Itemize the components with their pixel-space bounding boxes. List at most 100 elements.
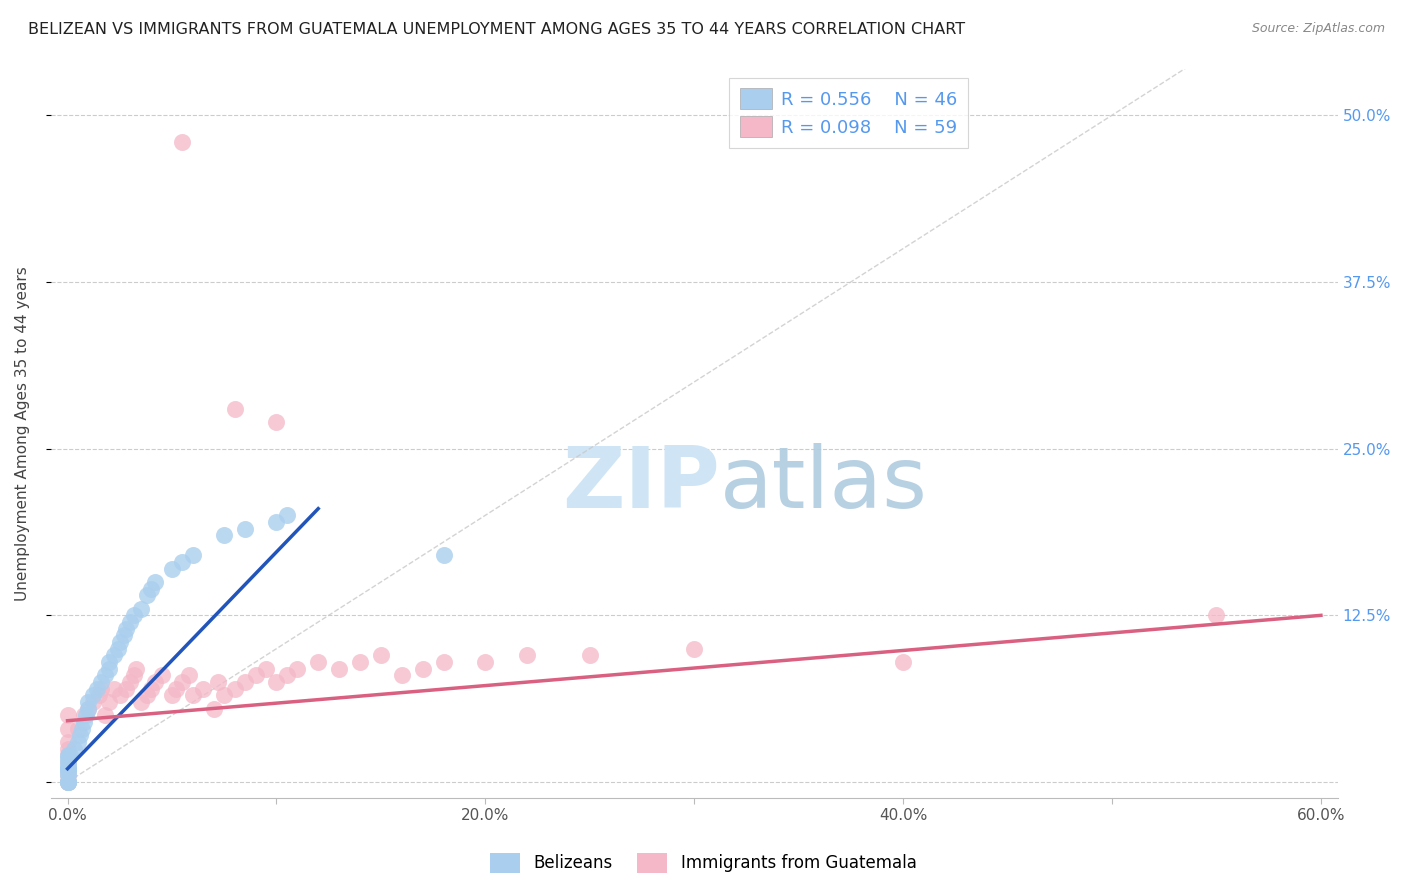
Point — [150, 668, 173, 682]
Point — [165, 681, 187, 696]
Point — [103, 681, 125, 696]
Point — [516, 648, 538, 663]
Point — [207, 675, 229, 690]
Point — [124, 608, 146, 623]
Point — [90, 675, 112, 690]
Point — [115, 681, 138, 696]
Point — [432, 549, 454, 563]
Point — [82, 695, 104, 709]
Point — [56, 768, 79, 782]
Text: BELIZEAN VS IMMIGRANTS FROM GUATEMALA UNEMPLOYMENT AMONG AGES 35 TO 44 YEARS COR: BELIZEAN VS IMMIGRANTS FROM GUATEMALA UN… — [28, 22, 966, 37]
Point — [202, 702, 225, 716]
Point — [98, 695, 121, 709]
Point — [172, 555, 194, 569]
Point — [86, 681, 108, 696]
Point — [112, 628, 135, 642]
Text: atlas: atlas — [720, 442, 928, 526]
Point — [73, 714, 96, 729]
Point — [56, 755, 79, 769]
Point — [135, 689, 157, 703]
Point — [276, 508, 298, 523]
Point — [143, 574, 166, 589]
Point — [56, 755, 79, 769]
Point — [266, 415, 288, 429]
Point — [193, 681, 215, 696]
Point — [56, 762, 79, 776]
Point — [56, 775, 79, 789]
Point — [135, 588, 157, 602]
Point — [107, 641, 129, 656]
Point — [98, 662, 121, 676]
Point — [328, 662, 350, 676]
Point — [56, 722, 79, 736]
Point — [578, 648, 600, 663]
Point — [56, 748, 79, 763]
Point — [56, 735, 79, 749]
Point — [181, 689, 204, 703]
Point — [56, 775, 79, 789]
Point — [94, 708, 117, 723]
Point — [120, 615, 142, 629]
Point — [66, 735, 89, 749]
Point — [115, 622, 138, 636]
Y-axis label: Unemployment Among Ages 35 to 44 years: Unemployment Among Ages 35 to 44 years — [15, 266, 30, 600]
Point — [683, 641, 706, 656]
Point — [108, 689, 131, 703]
Point — [56, 764, 79, 779]
Point — [139, 582, 162, 596]
Point — [129, 695, 152, 709]
Point — [254, 662, 277, 676]
Point — [69, 728, 91, 742]
Point — [276, 668, 298, 682]
Point — [233, 675, 256, 690]
Point — [160, 689, 183, 703]
Point — [212, 689, 235, 703]
Point — [56, 708, 79, 723]
Point — [77, 695, 100, 709]
Point — [370, 648, 392, 663]
Point — [62, 741, 84, 756]
Point — [474, 655, 496, 669]
Point — [77, 702, 100, 716]
Point — [233, 522, 256, 536]
Point — [103, 648, 125, 663]
Point — [1205, 608, 1227, 623]
Legend: Belizeans, Immigrants from Guatemala: Belizeans, Immigrants from Guatemala — [482, 847, 924, 880]
Point — [98, 655, 121, 669]
Point — [212, 528, 235, 542]
Point — [224, 401, 246, 416]
Point — [412, 662, 434, 676]
Point — [56, 775, 79, 789]
Point — [124, 668, 146, 682]
Point — [82, 689, 104, 703]
Point — [160, 562, 183, 576]
Point — [285, 662, 308, 676]
Point — [108, 635, 131, 649]
Legend: R = 0.556    N = 46, R = 0.098    N = 59: R = 0.556 N = 46, R = 0.098 N = 59 — [728, 78, 969, 148]
Point — [59, 748, 82, 763]
Point — [56, 759, 79, 773]
Point — [172, 675, 194, 690]
Point — [349, 655, 371, 669]
Point — [129, 601, 152, 615]
Point — [391, 668, 413, 682]
Point — [94, 668, 117, 682]
Point — [56, 762, 79, 776]
Text: ZIP: ZIP — [562, 442, 720, 526]
Point — [90, 681, 112, 696]
Point — [56, 751, 79, 765]
Point — [125, 662, 148, 676]
Point — [307, 655, 329, 669]
Point — [224, 681, 246, 696]
Point — [172, 135, 194, 149]
Point — [56, 768, 79, 782]
Point — [56, 775, 79, 789]
Point — [56, 775, 79, 789]
Point — [75, 708, 97, 723]
Point — [181, 549, 204, 563]
Point — [56, 762, 79, 776]
Text: Source: ZipAtlas.com: Source: ZipAtlas.com — [1251, 22, 1385, 36]
Point — [56, 748, 79, 763]
Point — [143, 675, 166, 690]
Point — [87, 689, 110, 703]
